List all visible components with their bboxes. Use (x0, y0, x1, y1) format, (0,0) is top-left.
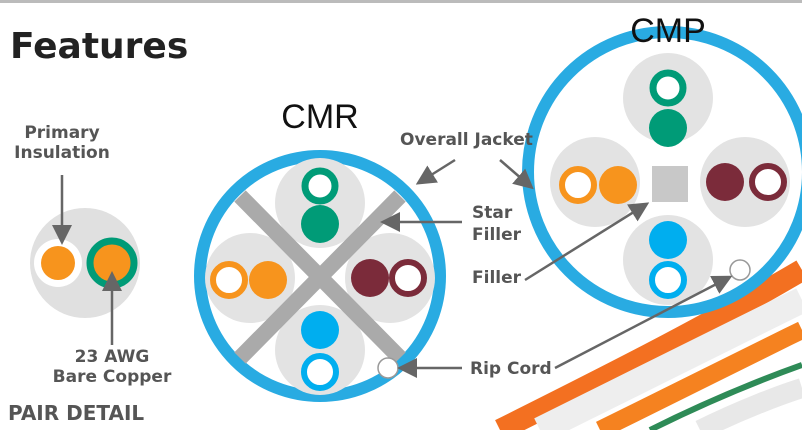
cmr-cable (200, 156, 440, 396)
callout-label: Overall Jacket (400, 130, 533, 150)
cable-label: CMP (630, 12, 706, 50)
cable-label: CMR (281, 98, 358, 136)
callout-label: Rip Cord (470, 359, 552, 379)
title: Features (10, 26, 188, 67)
callout-label: Insulation (14, 143, 110, 163)
cmp-cable (528, 32, 802, 312)
callout-label: Bare Copper (53, 367, 172, 387)
callout-label: 23 AWG (75, 347, 150, 367)
pair-detail-graphic (30, 208, 140, 318)
callout-label: Filler (472, 225, 522, 245)
callout-label: Star (472, 203, 513, 223)
arrow (420, 160, 455, 182)
callout-label: Filler (472, 268, 522, 288)
features-diagram: Features Primary Insulation 23 AWG Bare … (0, 0, 802, 430)
callout-label: Primary (24, 123, 99, 143)
top-rule (0, 0, 802, 3)
pair-detail-label: PAIR DETAIL (8, 401, 144, 425)
